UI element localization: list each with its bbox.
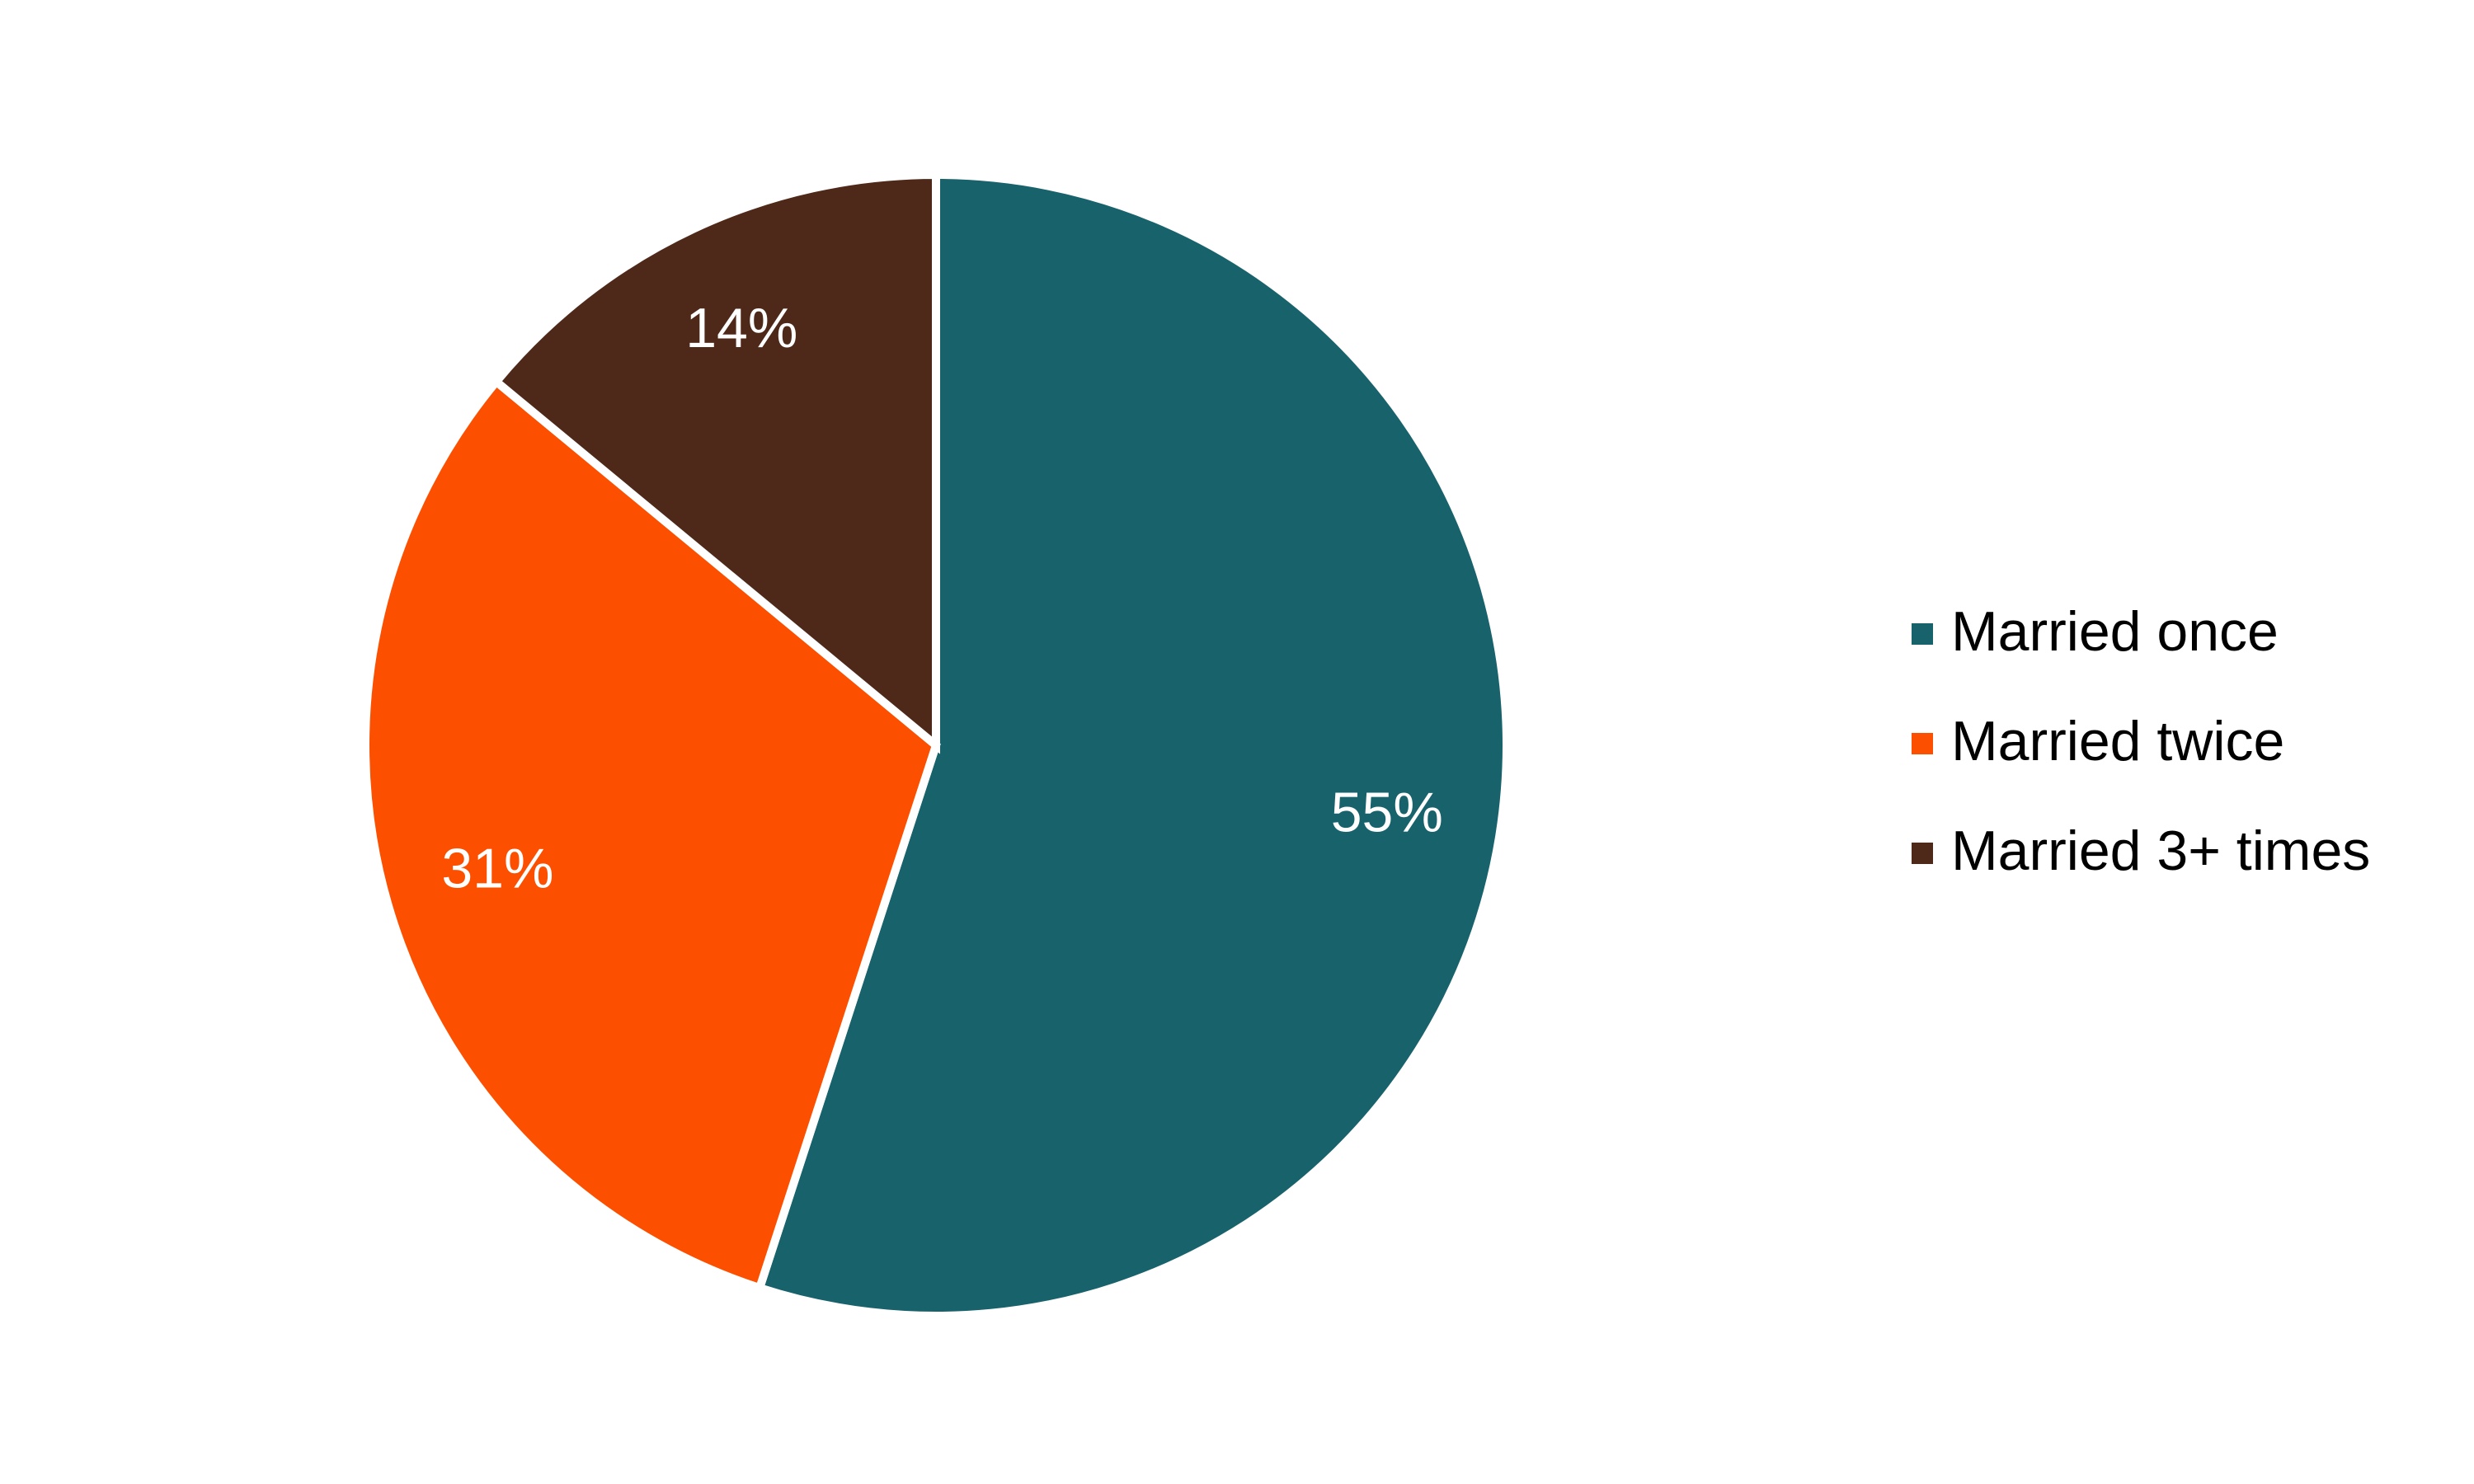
legend-swatch	[1912, 733, 1933, 754]
legend-label: Married 3+ times	[1951, 819, 2370, 882]
legend-label: Married twice	[1951, 710, 2284, 773]
data-label: 31%	[441, 837, 553, 899]
legend-label: Married once	[1951, 600, 2279, 663]
data-label: 55%	[1331, 782, 1443, 844]
data-label: 14%	[685, 297, 797, 359]
pie-slice	[361, 375, 941, 1294]
pie-slice	[754, 170, 1512, 1320]
pie-slice	[490, 170, 940, 754]
legend-swatch	[1912, 843, 1933, 864]
legend-swatch	[1912, 623, 1933, 645]
